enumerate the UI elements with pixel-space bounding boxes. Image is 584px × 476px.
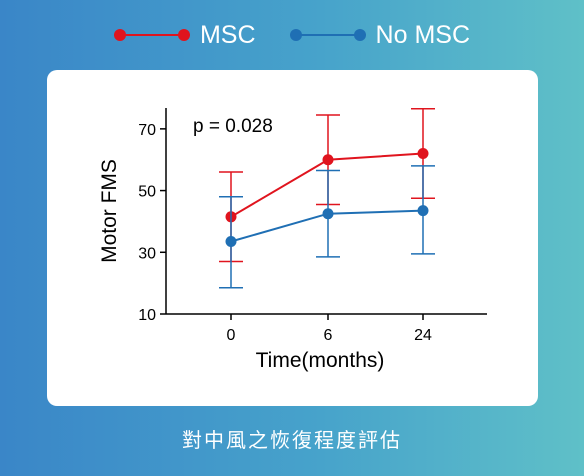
legend-label-msc: MSC xyxy=(199,20,256,49)
legend-label-no-msc: No MSC xyxy=(375,20,471,49)
x-tick-label: 24 xyxy=(414,327,432,344)
x-tick-label: 0 xyxy=(227,327,236,344)
p-value-annotation: p = 0.028 xyxy=(193,116,273,137)
chart-legend: MSC No MSC xyxy=(0,14,584,56)
legend-item-no-msc: No MSC xyxy=(289,20,471,50)
data-point-no-msc xyxy=(417,205,429,217)
caption: 對中風之恢復程度評估 xyxy=(182,428,402,452)
chart-plot: 10 30 50 70 0 6 24 Time(months) Motor FMS p = 0.0… xyxy=(98,108,487,372)
legend-swatch-msc xyxy=(113,29,190,41)
y-axis-label: Motor FMS xyxy=(98,159,121,263)
x-tick-label: 6 xyxy=(324,327,333,344)
data-point-no-msc xyxy=(225,235,237,247)
y-tick-label: 30 xyxy=(138,245,156,262)
legend-swatch-no-msc xyxy=(289,29,366,41)
x-axis-label: Time(months) xyxy=(256,349,385,372)
data-point-msc xyxy=(322,154,334,166)
chart-card: 10 30 50 70 0 6 24 Time(months) Motor FMS p = 0.0… xyxy=(47,70,538,406)
data-point-no-msc xyxy=(322,208,334,220)
y-tick-label: 70 xyxy=(138,122,156,139)
y-tick-label: 50 xyxy=(138,184,156,201)
legend-item-msc: MSC xyxy=(113,20,256,50)
y-tick-label: 10 xyxy=(138,307,156,324)
data-point-msc xyxy=(417,148,429,160)
